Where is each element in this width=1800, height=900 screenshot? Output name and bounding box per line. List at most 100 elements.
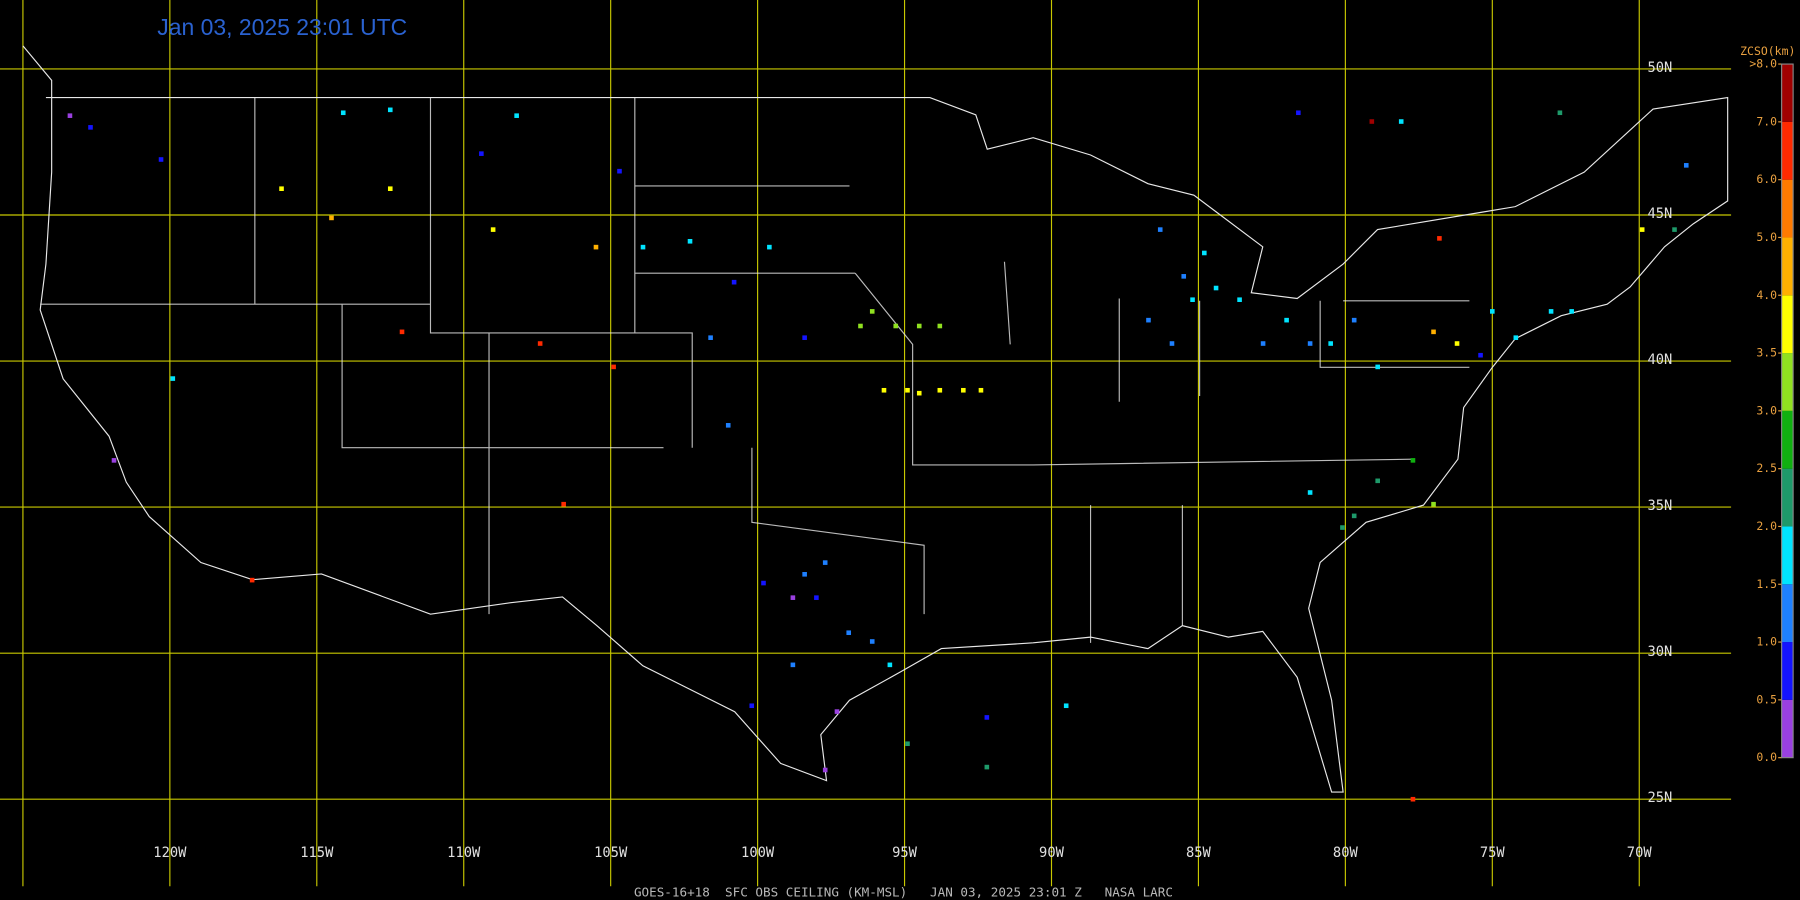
station xyxy=(881,387,887,393)
colorbar-label: 2.0 xyxy=(1756,519,1777,533)
station xyxy=(1672,227,1677,232)
station xyxy=(1569,309,1574,314)
station xyxy=(1683,163,1689,168)
station xyxy=(1351,317,1357,323)
station xyxy=(158,157,164,162)
station xyxy=(834,709,840,714)
colorbar-segment xyxy=(1781,237,1794,296)
station xyxy=(937,323,943,329)
station xyxy=(1490,309,1495,314)
station xyxy=(340,110,346,116)
station xyxy=(1513,335,1519,340)
colorbar-label: 2.5 xyxy=(1756,461,1777,475)
station xyxy=(1063,703,1069,709)
lon-label: 100W xyxy=(741,845,775,861)
station xyxy=(1410,796,1416,802)
station xyxy=(1284,317,1289,323)
lon-label: 90W xyxy=(1039,845,1065,861)
station xyxy=(1169,341,1175,346)
station xyxy=(617,168,622,174)
lat-label: 50N xyxy=(1647,60,1672,76)
colorbar-segment xyxy=(1781,64,1794,122)
colorbar-segment xyxy=(1781,642,1794,700)
station xyxy=(767,244,772,250)
station xyxy=(802,335,807,340)
colorbar-label: 0.0 xyxy=(1756,750,1777,764)
station xyxy=(1328,341,1333,346)
station xyxy=(1548,309,1554,314)
colorbar-segment xyxy=(1781,699,1794,758)
station xyxy=(1369,119,1375,124)
station xyxy=(490,227,496,232)
colorbar: 0.0 0.5 1.0 1.5 2.0 2.5 3.0 3.5 4.0 5.0 6.0 7.0 >8.0 xyxy=(1749,57,1794,764)
station xyxy=(387,107,393,113)
colorbar-segment xyxy=(1781,584,1794,643)
station xyxy=(905,387,910,393)
lon-label: 110W xyxy=(447,845,481,861)
station xyxy=(1237,297,1242,303)
station xyxy=(961,387,966,393)
colorbar-label: 4.0 xyxy=(1756,288,1777,302)
station xyxy=(1398,119,1404,124)
station xyxy=(514,113,519,118)
station xyxy=(893,323,899,329)
station xyxy=(802,571,807,577)
lon-label: 115W xyxy=(300,845,334,861)
station xyxy=(887,662,893,668)
station xyxy=(1157,227,1163,232)
station xyxy=(846,630,852,636)
station xyxy=(731,279,737,285)
station xyxy=(869,309,875,314)
station xyxy=(1437,236,1442,241)
station xyxy=(1340,525,1345,530)
colorbar-label: 3.0 xyxy=(1756,403,1777,417)
state-lines xyxy=(40,97,1470,643)
station xyxy=(479,151,484,156)
station xyxy=(1639,227,1645,232)
station xyxy=(1296,110,1301,116)
station xyxy=(937,387,943,393)
station xyxy=(1181,274,1187,279)
colorbar-label: >8.0 xyxy=(1749,57,1777,71)
station xyxy=(1557,110,1563,116)
station xyxy=(761,580,766,586)
lon-label: 70W xyxy=(1627,845,1653,861)
station xyxy=(822,560,828,565)
station xyxy=(67,113,73,118)
lon-label: 105W xyxy=(594,845,628,861)
station xyxy=(1454,341,1460,346)
colorbar-frame xyxy=(1781,63,1794,759)
station xyxy=(593,244,599,250)
footer: GOES-16+18 SFC OBS CEILING (KM-MSL) JAN … xyxy=(634,885,1173,900)
station xyxy=(1410,458,1416,463)
lon-label: 120W xyxy=(153,845,187,861)
colorbar-segment xyxy=(1781,353,1794,411)
colorbar-segment xyxy=(1781,410,1794,469)
colorbar-label: 6.0 xyxy=(1756,172,1777,186)
station xyxy=(858,323,863,329)
station xyxy=(249,577,255,583)
station xyxy=(329,215,334,221)
station xyxy=(1375,364,1380,370)
colorbar-segment xyxy=(1781,526,1794,585)
station xyxy=(916,390,922,396)
station xyxy=(749,703,755,709)
lat-label: 45N xyxy=(1647,206,1672,222)
colorbar-label: 5.0 xyxy=(1756,230,1777,244)
station xyxy=(1307,341,1313,346)
colorbar-segment xyxy=(1781,468,1794,527)
station xyxy=(790,595,796,600)
colorbar-title: ZCSO(km) xyxy=(1740,44,1795,58)
station xyxy=(687,238,693,244)
stations xyxy=(67,107,1689,802)
station xyxy=(916,323,922,329)
station xyxy=(387,186,393,192)
station xyxy=(1375,478,1380,484)
station xyxy=(1213,285,1219,291)
lat-label: 25N xyxy=(1647,790,1672,806)
station xyxy=(561,501,566,507)
colorbar-segment xyxy=(1781,179,1794,238)
